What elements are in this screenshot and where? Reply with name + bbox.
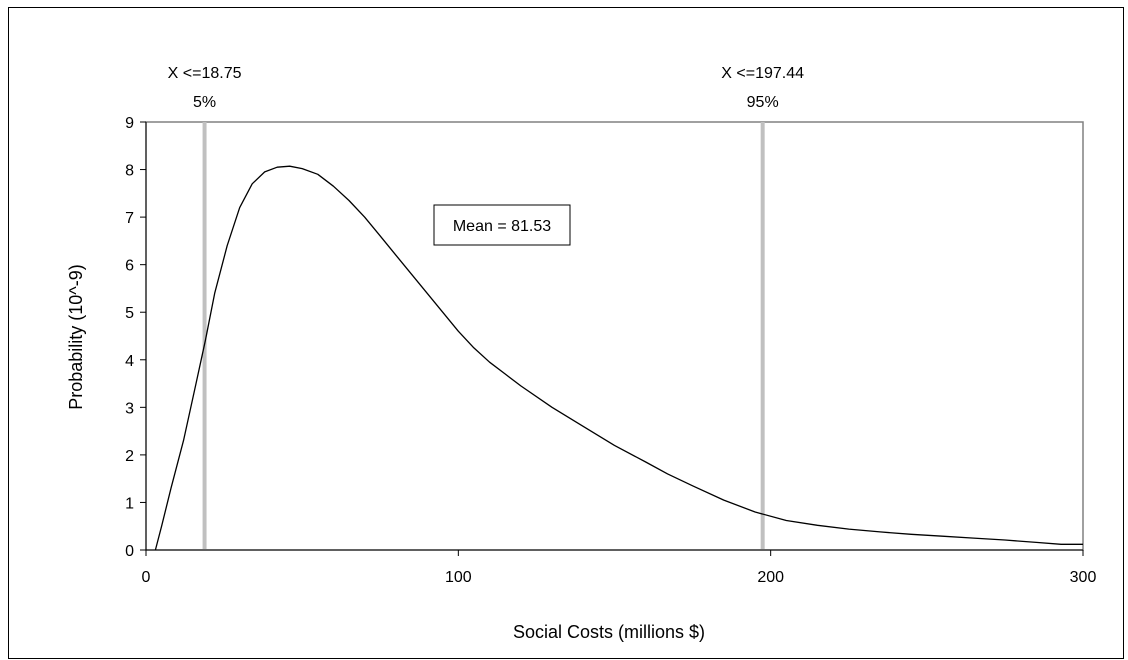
plot-area bbox=[145, 121, 1084, 551]
y-tick-label: 7 bbox=[125, 210, 134, 227]
y-tick-label: 3 bbox=[125, 400, 134, 417]
y-tick-label: 1 bbox=[125, 495, 134, 512]
y-tick-label: 0 bbox=[125, 543, 134, 560]
percentile-percent: 5% bbox=[193, 94, 216, 111]
x-tick-label: 200 bbox=[757, 569, 784, 586]
plot-border bbox=[145, 121, 1084, 551]
percentile-label: X <=18.75 bbox=[168, 65, 242, 82]
x-tick-label: 0 bbox=[142, 569, 151, 586]
y-tick-label: 2 bbox=[125, 448, 134, 465]
x-tick-label: 100 bbox=[445, 569, 472, 586]
percentile-lines: X <=18.75 5% X <=197.44 95% bbox=[168, 65, 804, 550]
y-tick-label: 9 bbox=[125, 115, 134, 132]
axes: 0 1 2 3 4 5 6 7 8 9 0 100 200 300 bbox=[125, 115, 1096, 586]
y-tick-label: 8 bbox=[125, 163, 134, 180]
x-axis-title: Social Costs (millions $) bbox=[513, 622, 705, 642]
percentile-percent: 95% bbox=[747, 94, 779, 111]
y-tick-label: 6 bbox=[125, 258, 134, 275]
x-tick-label: 300 bbox=[1070, 569, 1097, 586]
mean-annotation: Mean = 81.53 bbox=[433, 204, 571, 246]
y-tick-label: 4 bbox=[125, 353, 134, 370]
density-curve bbox=[154, 165, 1083, 551]
chart-svg: X <=18.75 5% X <=197.44 95% 0 1 2 3 4 5 6 7 8 9 0 100 2… bbox=[66, 65, 1096, 642]
y-axis-title: Probability (10^-9) bbox=[66, 264, 86, 410]
series-layer bbox=[154, 165, 1083, 551]
y-tick-label: 5 bbox=[125, 305, 134, 322]
mean-label: Mean = 81.53 bbox=[453, 218, 551, 235]
percentile-label: X <=197.44 bbox=[721, 65, 804, 82]
mean-box bbox=[433, 204, 571, 246]
chart-frame: X <=18.75 5% X <=197.44 95% 0 1 2 3 4 5 6 7 8 9 0 100 2… bbox=[8, 7, 1124, 659]
